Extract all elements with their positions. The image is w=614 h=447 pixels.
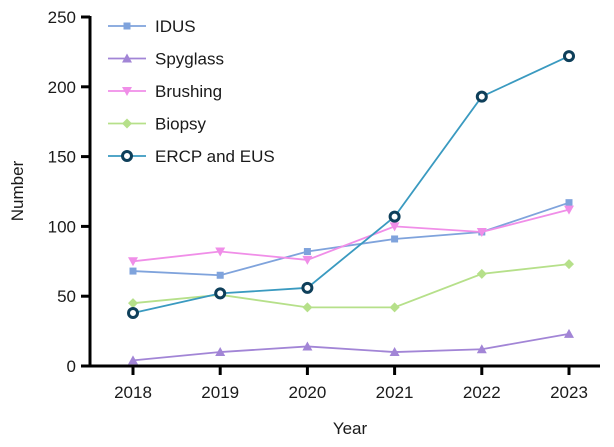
data-point [302, 302, 313, 313]
data-point [475, 90, 488, 103]
legend-item: Biopsy [108, 115, 207, 134]
y-tick-label: 200 [48, 78, 76, 97]
series-line [132, 263, 570, 309]
legend-label: Brushing [155, 82, 222, 101]
series-spyglass [128, 328, 574, 365]
series-line [132, 55, 570, 314]
x-tick-label: 2019 [201, 383, 239, 402]
y-tick-label: 150 [48, 148, 76, 167]
series-layer [127, 50, 575, 365]
data-point [215, 347, 226, 357]
data-point [476, 227, 487, 237]
data-point [564, 205, 574, 215]
series-biopsy [128, 259, 574, 313]
series-line [132, 208, 570, 263]
legend-marker [121, 150, 133, 162]
series-line [132, 201, 570, 277]
x-tick-label: 2020 [288, 383, 326, 402]
data-point [389, 347, 400, 357]
data-point [476, 268, 487, 279]
data-point [389, 222, 400, 232]
legend-label: Biopsy [155, 115, 207, 134]
data-point [302, 341, 313, 351]
legend-item: Brushing [108, 82, 222, 101]
legend-label: Spyglass [155, 50, 224, 69]
data-point [388, 210, 401, 223]
legend: IDUS Spyglass Brushing Biopsy ERCP and EUS [108, 17, 275, 166]
data-point [563, 50, 575, 63]
data-point [215, 247, 226, 257]
legend-label: ERCP and EUS [155, 147, 275, 166]
data-point [127, 306, 139, 319]
series-idus [129, 199, 573, 279]
data-point [302, 255, 313, 265]
data-point [301, 281, 314, 294]
legend-item: ERCP and EUS [108, 147, 275, 166]
legend-item: IDUS [108, 17, 196, 36]
legend-marker [122, 118, 132, 129]
axes: 0 50 100 150 200 250 2018 2019 2020 2021 2022 2023 [48, 8, 600, 402]
data-point [128, 355, 138, 365]
y-tick-label: 250 [48, 8, 76, 27]
data-point [389, 302, 400, 313]
x-axis-label: Year [333, 419, 368, 438]
data-point [391, 235, 399, 243]
x-tick-label: 2022 [463, 383, 501, 402]
y-tick-label: 0 [67, 357, 76, 376]
legend-marker [123, 22, 131, 30]
data-point [129, 267, 137, 275]
legend-marker [122, 87, 132, 96]
data-point [564, 328, 574, 338]
series-ercp-and-eus [127, 50, 575, 319]
data-point [565, 199, 573, 207]
data-point [216, 271, 224, 279]
y-axis-label: Number [8, 160, 27, 221]
legend-marker [122, 53, 132, 63]
data-point [303, 248, 311, 256]
series-line [132, 333, 570, 362]
data-point [128, 257, 138, 267]
series-brushing [128, 205, 574, 267]
legend-label: IDUS [155, 17, 196, 36]
data-point [564, 259, 574, 270]
x-tick-label: 2023 [550, 383, 588, 402]
y-tick-label: 100 [48, 217, 76, 236]
data-point [214, 287, 227, 300]
legend-item: Spyglass [108, 50, 224, 69]
data-point [476, 344, 487, 354]
x-tick-label: 2021 [376, 383, 414, 402]
x-tick-label: 2018 [114, 383, 152, 402]
data-point [128, 298, 138, 309]
y-tick-label: 50 [57, 287, 76, 306]
